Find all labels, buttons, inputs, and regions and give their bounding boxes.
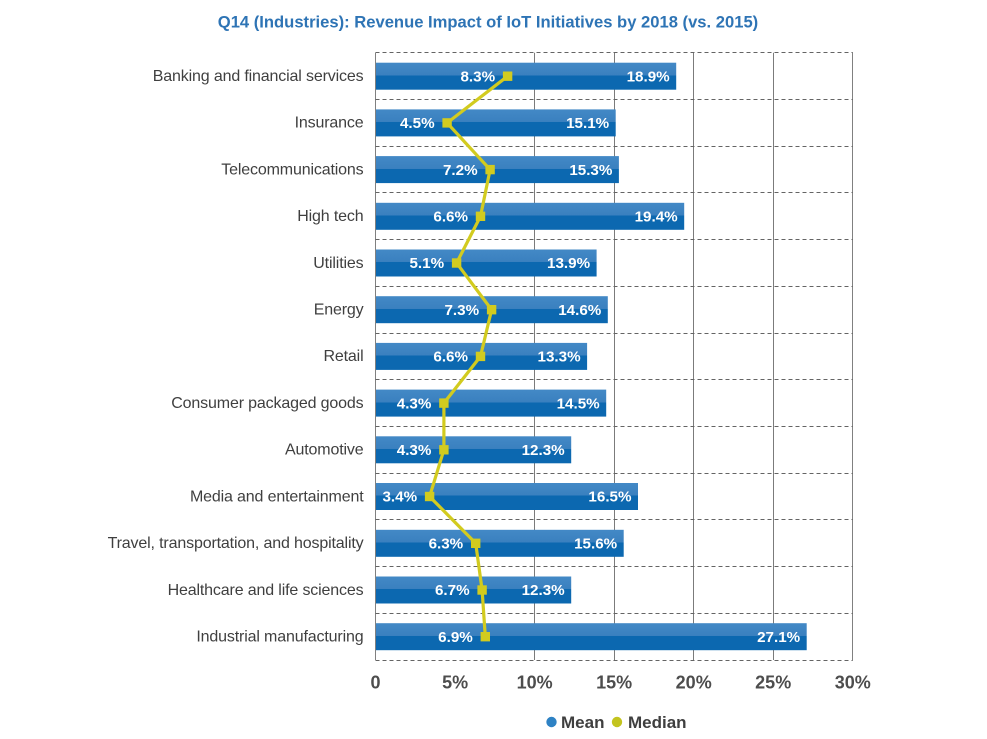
svg-text:18.9%: 18.9% <box>627 68 671 85</box>
svg-text:5%: 5% <box>442 673 468 693</box>
svg-text:15.3%: 15.3% <box>569 162 613 179</box>
svg-text:25%: 25% <box>755 673 791 693</box>
svg-text:High tech: High tech <box>297 208 363 225</box>
svg-text:0: 0 <box>370 673 380 693</box>
svg-text:3.4%: 3.4% <box>382 489 417 506</box>
svg-text:Retail: Retail <box>323 348 363 365</box>
svg-text:8.3%: 8.3% <box>460 68 495 85</box>
svg-text:Industrial manufacturing: Industrial manufacturing <box>196 629 363 646</box>
svg-text:15.6%: 15.6% <box>574 536 618 553</box>
svg-text:Automotive: Automotive <box>285 442 364 459</box>
svg-text:10%: 10% <box>517 673 553 693</box>
svg-text:13.9%: 13.9% <box>547 255 591 272</box>
svg-text:7.2%: 7.2% <box>443 162 478 179</box>
svg-text:Q14 (Industries): Revenue Impa: Q14 (Industries): Revenue Impact of IoT … <box>218 13 758 32</box>
svg-text:6.3%: 6.3% <box>429 536 464 553</box>
svg-text:6.9%: 6.9% <box>438 629 473 646</box>
svg-text:Travel, transportation, and ho: Travel, transportation, and hospitality <box>108 535 364 552</box>
svg-text:16.5%: 16.5% <box>588 489 632 506</box>
svg-text:Mean: Mean <box>561 713 604 732</box>
svg-text:12.3%: 12.3% <box>522 582 566 599</box>
svg-text:13.3%: 13.3% <box>538 349 582 366</box>
svg-text:Median: Median <box>628 713 687 732</box>
svg-text:Consumer packaged goods: Consumer packaged goods <box>171 395 363 412</box>
svg-text:5.1%: 5.1% <box>409 255 444 272</box>
svg-text:15.1%: 15.1% <box>566 115 610 132</box>
svg-text:4.3%: 4.3% <box>397 395 432 412</box>
svg-text:4.5%: 4.5% <box>400 115 435 132</box>
svg-text:30%: 30% <box>835 673 871 693</box>
svg-text:Insurance: Insurance <box>295 115 364 132</box>
svg-text:Utilities: Utilities <box>313 255 363 272</box>
svg-text:Telecommunications: Telecommunications <box>221 161 363 178</box>
svg-text:15%: 15% <box>596 673 632 693</box>
svg-text:14.6%: 14.6% <box>558 302 602 319</box>
svg-text:27.1%: 27.1% <box>757 629 801 646</box>
svg-text:Healthcare and life sciences: Healthcare and life sciences <box>168 582 364 599</box>
svg-text:Media and entertainment: Media and entertainment <box>190 488 364 505</box>
svg-text:20%: 20% <box>676 673 712 693</box>
svg-text:14.5%: 14.5% <box>557 395 601 412</box>
svg-text:6.6%: 6.6% <box>433 209 468 226</box>
svg-text:6.7%: 6.7% <box>435 582 470 599</box>
svg-text:19.4%: 19.4% <box>635 209 679 226</box>
svg-text:12.3%: 12.3% <box>522 442 566 459</box>
svg-text:7.3%: 7.3% <box>444 302 479 319</box>
svg-text:Banking and financial services: Banking and financial services <box>153 68 364 85</box>
svg-text:Energy: Energy <box>314 302 364 319</box>
svg-text:6.6%: 6.6% <box>433 349 468 366</box>
svg-text:4.3%: 4.3% <box>397 442 432 459</box>
